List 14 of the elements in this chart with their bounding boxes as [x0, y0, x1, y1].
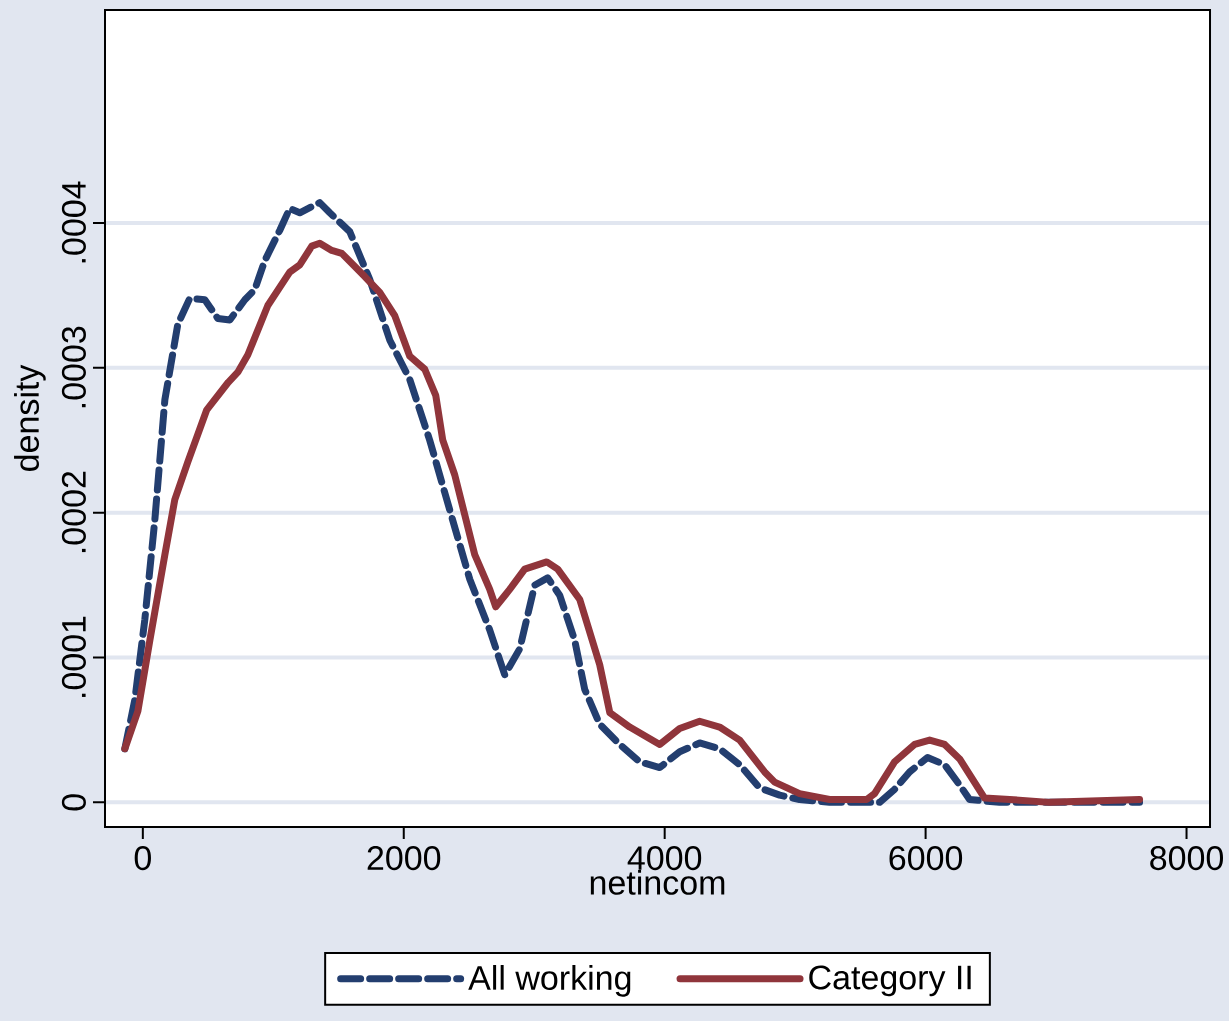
x-axis-title: netincom: [590, 869, 725, 895]
legend-label: All working: [468, 965, 631, 997]
y-tick-label: .0001: [61, 616, 86, 697]
x-tick-label: 8000: [1150, 846, 1224, 871]
y-tick-label: .0002: [61, 471, 86, 553]
y-axis-title: density: [14, 364, 46, 471]
legend-label: Category II: [809, 965, 971, 997]
y-tick-label: .0004: [61, 181, 86, 263]
y-tick-label: .0003: [61, 326, 86, 408]
x-tick-label: 6000: [889, 846, 963, 871]
x-tick-label: 4000: [627, 846, 702, 871]
x-tick-label: 0: [134, 846, 151, 871]
y-tick-label: 0: [61, 794, 86, 811]
x-tick-label: 2000: [367, 846, 441, 871]
